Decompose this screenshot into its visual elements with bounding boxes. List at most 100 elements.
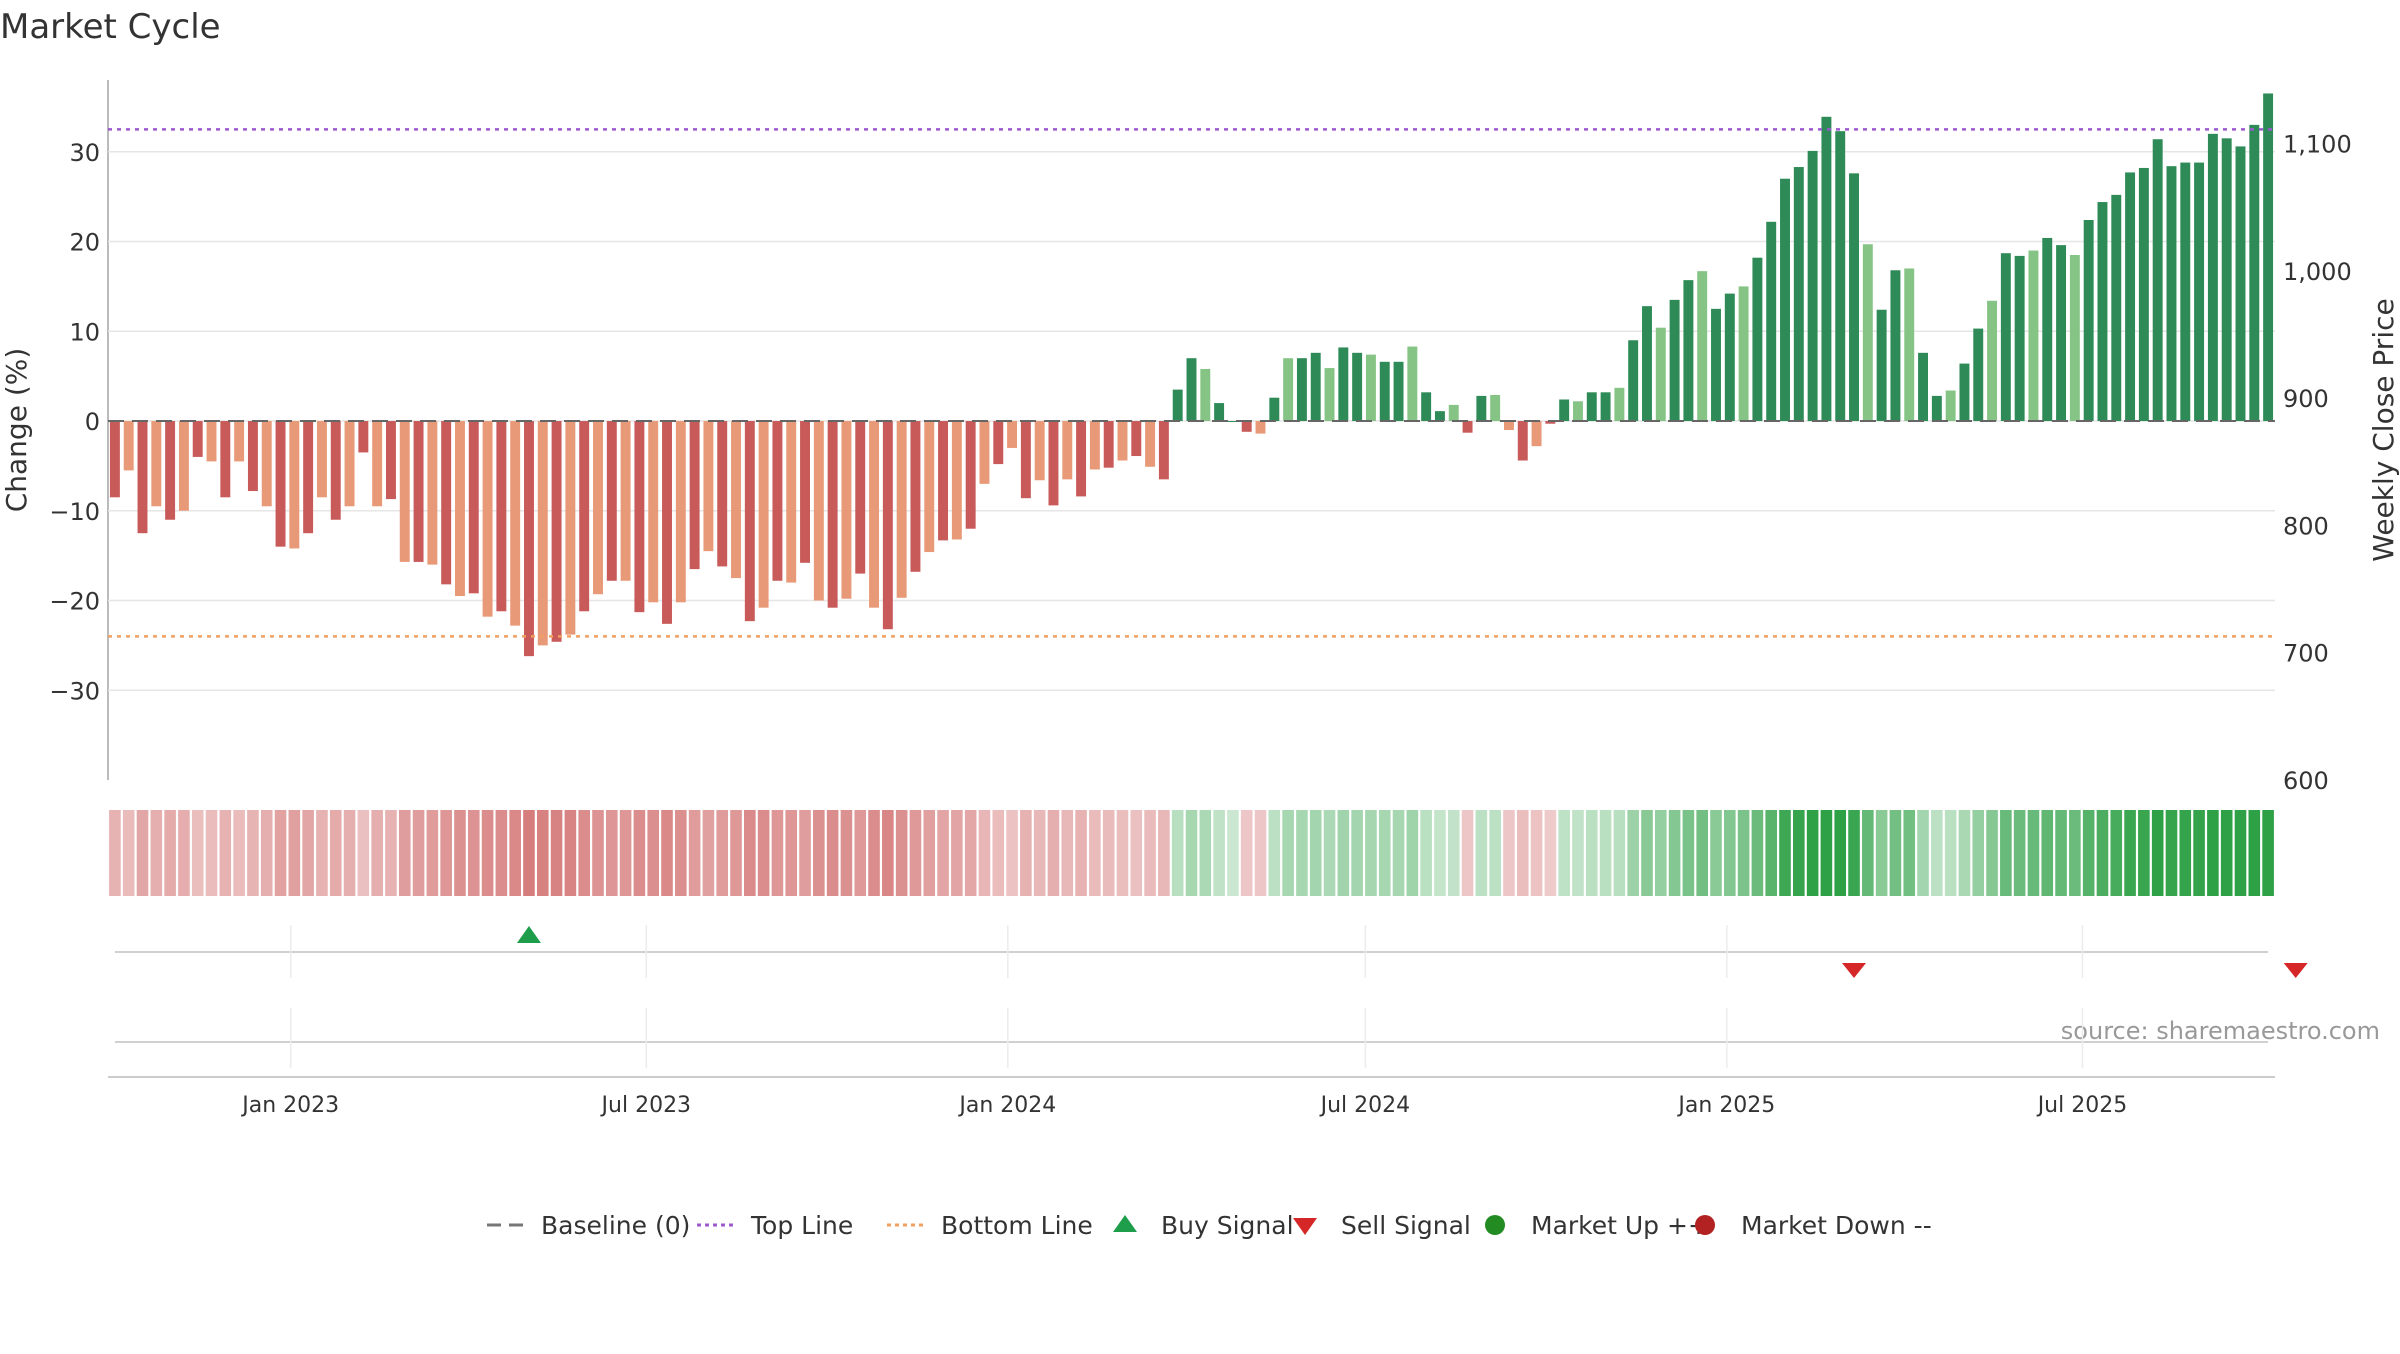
heat-cell xyxy=(412,810,425,896)
heat-cell xyxy=(592,810,604,896)
heat-cell xyxy=(978,810,991,896)
change-bar xyxy=(344,421,355,507)
change-bar xyxy=(385,421,396,500)
heat-cell xyxy=(1986,810,1998,896)
heat-cell xyxy=(785,810,798,896)
change-bar xyxy=(303,421,314,534)
heat-cell xyxy=(440,810,452,896)
change-bar xyxy=(551,421,562,642)
heat-cell xyxy=(2165,810,2178,896)
heat-cell xyxy=(2124,810,2136,896)
heat-cell xyxy=(1213,810,1225,896)
heat-cell xyxy=(1020,810,1032,896)
change-bar xyxy=(634,421,645,613)
legend-item: Market Down -- xyxy=(1695,1211,1932,1240)
heat-cell xyxy=(2082,810,2095,896)
x-tick-label: Jul 2023 xyxy=(600,1093,692,1118)
heat-cell xyxy=(1061,810,1074,896)
change-bar xyxy=(2069,255,2080,422)
change-bar xyxy=(841,421,852,599)
heat-cell xyxy=(509,810,521,896)
heat-cell xyxy=(1875,810,1888,896)
heat-cell xyxy=(316,810,328,896)
change-bar xyxy=(910,421,921,572)
heat-cell xyxy=(895,810,908,896)
x-tick-label: Jan 2024 xyxy=(957,1093,1056,1118)
change-bar xyxy=(827,421,838,608)
change-bar xyxy=(137,421,148,534)
change-bar xyxy=(1766,221,1777,422)
heat-cell xyxy=(730,810,742,896)
change-bar xyxy=(2249,124,2260,422)
change-bar xyxy=(1393,361,1404,422)
legend-label: Market Down -- xyxy=(1741,1211,1932,1240)
heat-cell xyxy=(1972,810,1985,896)
change-bar xyxy=(1186,358,1197,422)
change-bar xyxy=(1655,327,1666,422)
heat-cell xyxy=(343,810,356,896)
change-bar xyxy=(247,421,258,492)
change-bar xyxy=(1559,399,1570,422)
y-right-tick-label: 700 xyxy=(2283,640,2329,668)
heat-cell xyxy=(2069,810,2081,896)
heat-cell xyxy=(2138,810,2150,896)
heat-cell xyxy=(661,810,673,896)
heat-cell xyxy=(550,810,563,896)
legend-symbol xyxy=(1695,1215,1715,1235)
legend-symbol xyxy=(1293,1218,1317,1235)
heat-cell xyxy=(2096,810,2109,896)
legend-item: Top Line xyxy=(697,1211,853,1240)
y-axis-right-label: Weekly Close Price xyxy=(2367,298,2400,561)
y-left-tick-label: −30 xyxy=(49,677,100,705)
heat-cell xyxy=(1737,810,1750,896)
heat-cell xyxy=(1392,810,1405,896)
change-bar xyxy=(206,421,217,462)
change-bar xyxy=(1462,421,1473,433)
change-bar xyxy=(1642,306,1652,422)
heat-cell xyxy=(371,810,383,896)
change-bar xyxy=(330,421,341,520)
heat-cell xyxy=(2151,810,2164,896)
heat-cell xyxy=(136,810,149,896)
change-bar xyxy=(579,421,590,612)
y-right-tick-label: 1,000 xyxy=(2283,258,2352,286)
heat-cell xyxy=(1627,810,1639,896)
heat-cell xyxy=(2262,810,2274,896)
heat-cell xyxy=(2220,810,2233,896)
heat-cell xyxy=(799,810,811,896)
heat-cell xyxy=(1848,810,1860,896)
sell-signal-marker xyxy=(2283,963,2308,978)
heat-cell xyxy=(288,810,301,896)
change-bar xyxy=(2083,220,2094,422)
heat-cell xyxy=(2234,810,2247,896)
heat-cell xyxy=(260,810,273,896)
heat-cell xyxy=(992,810,1005,896)
heat-cell xyxy=(1779,810,1791,896)
change-bar xyxy=(620,421,631,581)
heat-cell xyxy=(1406,810,1419,896)
heat-cell xyxy=(1047,810,1060,896)
heat-cell xyxy=(122,810,135,896)
change-bar xyxy=(454,421,465,597)
legend-label: Sell Signal xyxy=(1341,1211,1471,1240)
heat-cell xyxy=(1199,810,1212,896)
heat-cell xyxy=(1130,810,1143,896)
heat-cell xyxy=(178,810,190,896)
x-tick-label: Jul 2025 xyxy=(2036,1093,2128,1118)
change-bar xyxy=(565,421,576,635)
legend-item: Buy Signal xyxy=(1113,1211,1294,1240)
heat-cell xyxy=(1931,810,1943,896)
source-text: source: sharemaestro.com xyxy=(2061,1017,2380,1045)
change-bar xyxy=(744,421,755,622)
heat-cell xyxy=(495,810,508,896)
change-bar xyxy=(855,421,866,574)
heat-cell xyxy=(1958,810,1971,896)
heat-cell xyxy=(1144,810,1156,896)
heat-cell xyxy=(1572,810,1584,896)
y-left-tick-label: −10 xyxy=(49,498,100,526)
change-bar xyxy=(593,421,603,595)
heat-cell xyxy=(454,810,466,896)
change-bar xyxy=(2138,167,2149,422)
heat-cell xyxy=(1654,810,1667,896)
